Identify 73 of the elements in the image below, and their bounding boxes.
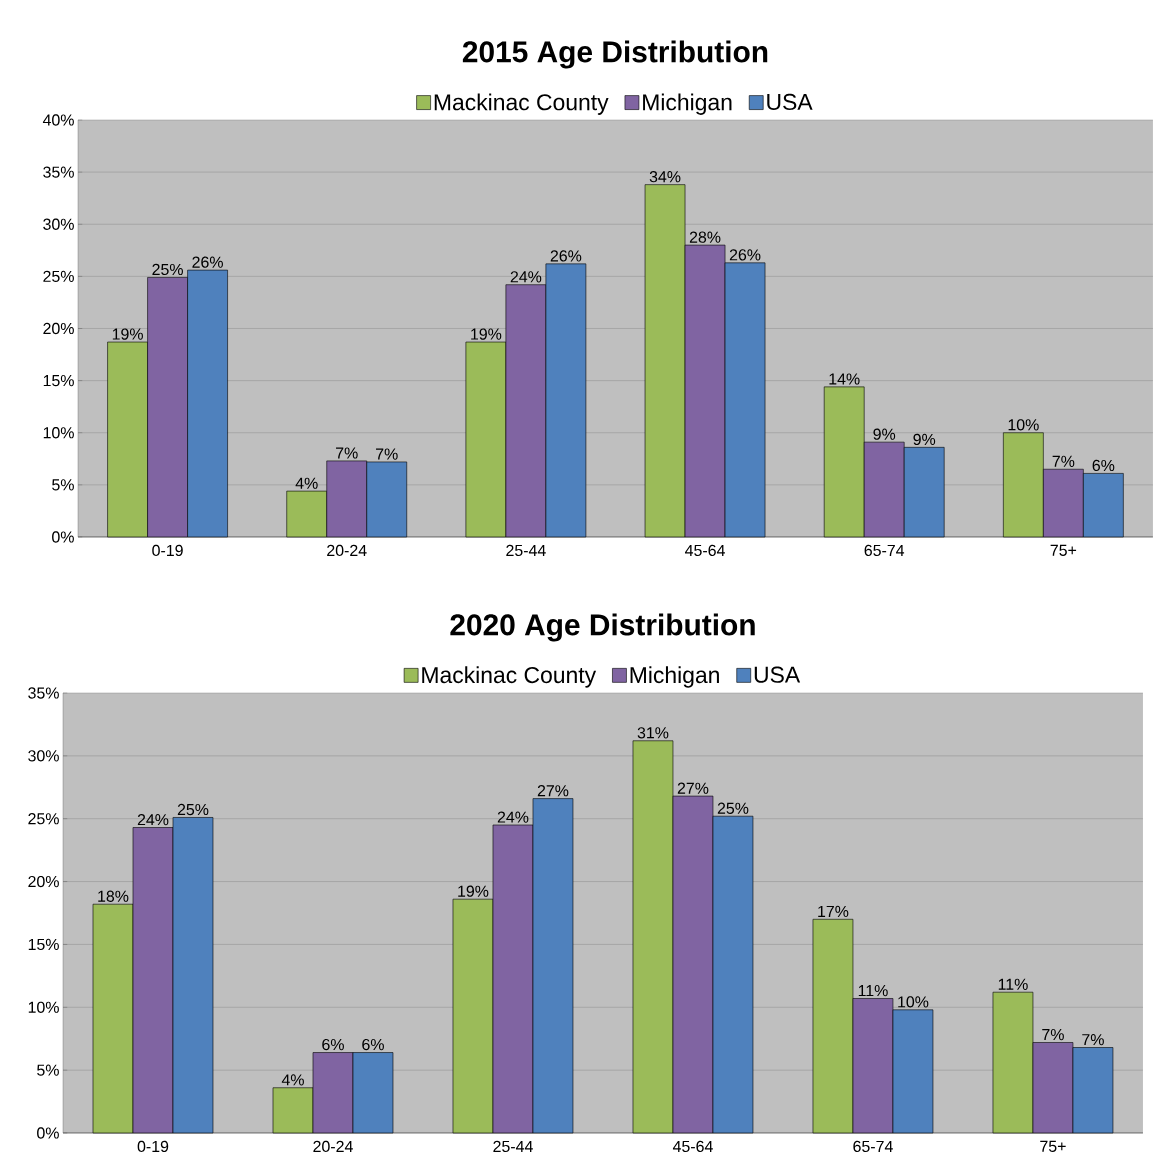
data-label: 24%	[510, 271, 542, 283]
legend-label: Mackinac County	[422, 666, 597, 688]
data-label: 31%	[637, 727, 669, 739]
data-label: 6%	[1092, 459, 1115, 472]
x-tick-label: 0-19	[152, 544, 183, 557]
x-tick-label: 65-74	[853, 1140, 893, 1153]
x-tick-label: 45-64	[672, 1140, 713, 1153]
y-tick-label: 20%	[28, 875, 59, 888]
data-label: 25%	[177, 803, 209, 816]
data-label: 4%	[295, 477, 318, 489]
legend-label: USA	[754, 666, 801, 683]
data-label: 24%	[137, 813, 169, 826]
x-tick-label: 25-44	[506, 544, 546, 557]
data-label: 10%	[898, 996, 929, 1008]
y-tick-label: 25%	[28, 813, 59, 825]
y-tick-label: 15%	[28, 938, 59, 951]
x-tick-label: 20-24	[313, 1140, 353, 1153]
x-tick-label: 25-44	[493, 1140, 533, 1153]
y-tick-label: 25%	[43, 270, 74, 283]
x-tick-label: 75+	[1040, 1140, 1066, 1152]
legend-label: Michigan	[643, 93, 732, 115]
y-tick-label: 10%	[28, 1001, 59, 1013]
data-label: 18%	[98, 890, 129, 902]
data-label: 26%	[729, 249, 761, 261]
x-tick-label: 65-74	[864, 544, 905, 557]
data-label: 10%	[1008, 419, 1039, 431]
data-label: 27%	[677, 782, 709, 794]
chart-title: 2015 Age Distribution	[462, 40, 768, 69]
y-tick-label: 15%	[43, 375, 74, 387]
y-tick-label: 40%	[42, 114, 74, 126]
y-tick-label: 5%	[52, 479, 74, 491]
chart-title: 2020 Age Distribution	[450, 613, 755, 642]
y-tick-label: 30%	[28, 750, 59, 762]
data-label: 9%	[913, 433, 936, 446]
legend-label: USA	[767, 93, 813, 111]
data-label: 26%	[192, 256, 223, 268]
data-label: 34%	[649, 171, 681, 183]
y-tick-label: 20%	[43, 322, 74, 335]
legend-label: Mackinac County	[434, 93, 609, 115]
data-label: 19%	[471, 328, 502, 340]
data-label: 19%	[458, 885, 489, 897]
data-label: 11%	[998, 978, 1028, 990]
y-tick-label: 35%	[28, 687, 59, 699]
data-label: 25%	[152, 263, 183, 276]
y-tick-label: 0%	[52, 531, 74, 543]
data-label: 4%	[281, 1074, 304, 1086]
x-tick-label: 75+	[1050, 544, 1077, 556]
x-tick-label: 45-64	[685, 544, 725, 557]
y-tick-label: 30%	[43, 218, 74, 230]
data-label: 25%	[717, 802, 749, 814]
data-label: 11%	[858, 985, 888, 997]
y-tick-label: 10%	[43, 427, 74, 439]
data-label: 14%	[829, 373, 860, 385]
data-label: 9%	[873, 428, 896, 440]
y-tick-label: 5%	[37, 1064, 59, 1076]
data-label: 7%	[376, 448, 398, 460]
data-label: 19%	[112, 328, 143, 340]
data-label: 6%	[322, 1038, 344, 1051]
legend-label: Michigan	[630, 666, 719, 688]
data-label: 7%	[1042, 1029, 1064, 1041]
x-tick-label: 20-24	[327, 544, 367, 557]
x-tick-label: 0-19	[137, 1140, 169, 1153]
data-label: 7%	[1082, 1034, 1104, 1046]
data-label: 6%	[362, 1038, 384, 1051]
data-label: 7%	[1052, 455, 1075, 467]
data-label: 26%	[550, 250, 582, 262]
data-label: 28%	[689, 231, 721, 243]
data-label: 27%	[537, 785, 569, 797]
y-tick-label: 35%	[43, 166, 74, 178]
data-label: 7%	[336, 447, 358, 459]
data-label: 24%	[497, 811, 529, 823]
y-tick-label: 0%	[37, 1127, 59, 1139]
data-label: 17%	[818, 905, 849, 917]
